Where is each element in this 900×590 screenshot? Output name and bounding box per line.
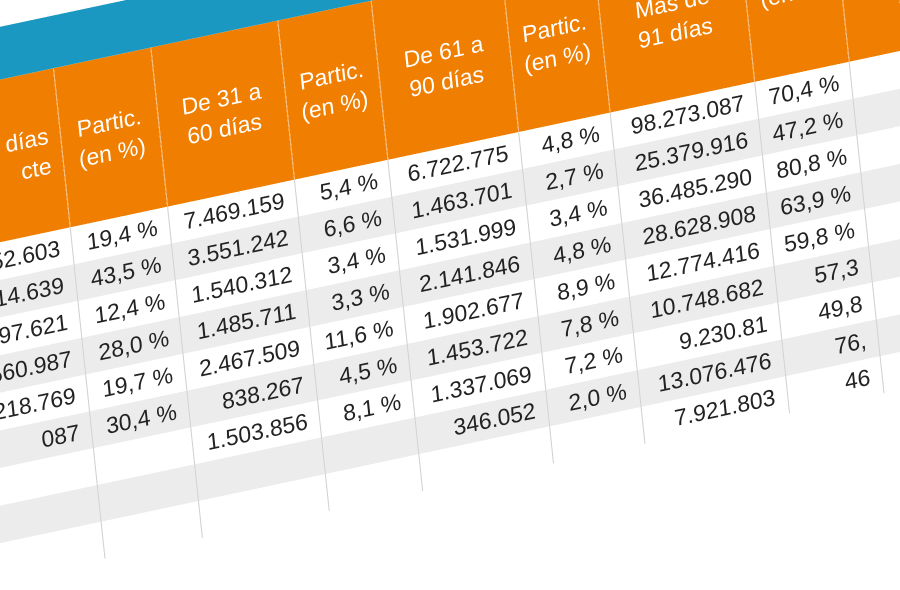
header-cell: Partic. (en %) xyxy=(501,0,610,133)
header-cell: De 31 a 60 días xyxy=(151,20,295,207)
header-line: días xyxy=(4,122,50,158)
header-line: (en %) xyxy=(759,0,828,12)
header-cell: Partic. (en %) xyxy=(53,47,168,228)
header-cell: Partic. (en %) xyxy=(278,0,389,180)
header-line: cte xyxy=(19,152,53,185)
